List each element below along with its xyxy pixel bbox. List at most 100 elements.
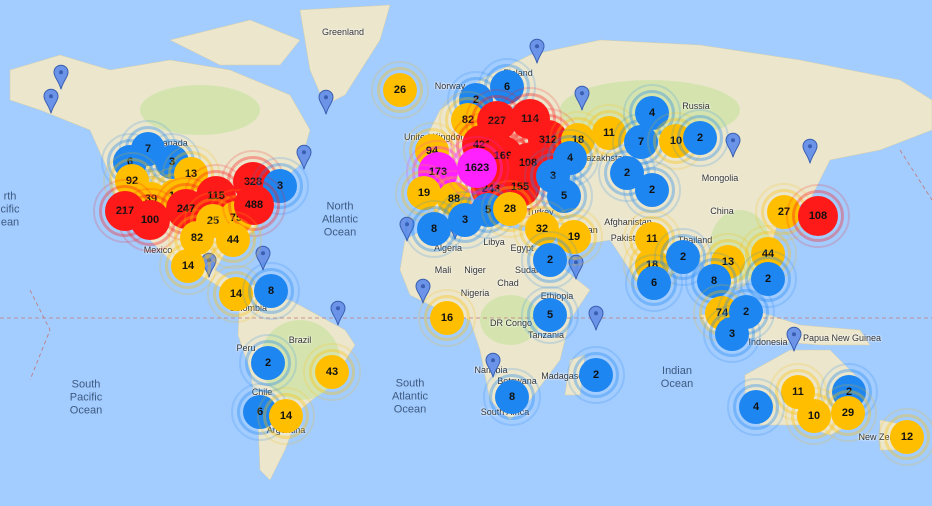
place-label: Brazil bbox=[288, 335, 312, 345]
cluster-count: 3 bbox=[549, 170, 557, 182]
cluster-count: 13 bbox=[184, 168, 198, 180]
cluster-marker[interactable]: 3 bbox=[436, 191, 494, 249]
cluster-marker[interactable]: 5 bbox=[535, 167, 593, 225]
map-pin-icon[interactable] bbox=[725, 132, 741, 158]
map-pin-icon[interactable] bbox=[255, 245, 271, 271]
place-label: China bbox=[710, 206, 734, 216]
cluster-marker[interactable]: 6 bbox=[478, 58, 536, 116]
cluster-count: 92 bbox=[125, 175, 139, 187]
cluster-count: 114 bbox=[521, 113, 539, 125]
cluster-marker[interactable]: 26 bbox=[371, 61, 429, 119]
cluster-marker[interactable]: 19 bbox=[395, 164, 453, 222]
cluster-marker[interactable]: 14 bbox=[207, 265, 265, 323]
cluster-marker[interactable]: 2 bbox=[739, 250, 797, 308]
cluster-marker[interactable]: 27 bbox=[755, 183, 813, 241]
map-pin-icon[interactable] bbox=[588, 305, 604, 331]
cluster-marker[interactable]: 7 bbox=[612, 113, 670, 171]
map-pin-icon[interactable] bbox=[786, 326, 802, 352]
map-pin-icon[interactable] bbox=[43, 88, 59, 114]
cluster-count: 247 bbox=[176, 203, 196, 215]
cluster-count: 2 bbox=[648, 184, 656, 196]
cluster-count: 312 bbox=[538, 134, 558, 146]
cluster-count: 29 bbox=[841, 407, 855, 419]
cluster-marker[interactable]: 8 bbox=[242, 262, 300, 320]
cluster-marker[interactable]: 44 bbox=[204, 211, 262, 269]
cluster-marker[interactable]: 11 bbox=[580, 104, 638, 162]
cluster-count: 82 bbox=[461, 114, 475, 126]
cluster-count: 3 bbox=[461, 214, 469, 226]
cluster-count: 11 bbox=[646, 233, 658, 245]
cluster-count: 13 bbox=[721, 256, 735, 268]
cluster-marker[interactable]: 488 bbox=[222, 173, 286, 237]
cluster-count: 88 bbox=[447, 193, 461, 205]
cluster-count: 19 bbox=[567, 231, 581, 243]
cluster-marker[interactable]: 2 bbox=[567, 346, 625, 404]
place-label: Canada bbox=[156, 138, 188, 148]
cluster-marker[interactable]: 14 bbox=[159, 237, 217, 295]
cluster-marker[interactable]: 5 bbox=[521, 286, 579, 344]
cluster-marker[interactable]: 2 bbox=[239, 334, 297, 392]
place-label: Chad bbox=[497, 278, 519, 288]
cluster-marker[interactable]: 29 bbox=[819, 384, 877, 442]
place-label: Egypt bbox=[510, 243, 534, 253]
cluster-count: 11 bbox=[792, 386, 804, 398]
cluster-marker[interactable]: 8 bbox=[483, 368, 541, 426]
place-label: Mexico bbox=[143, 245, 173, 255]
cluster-marker[interactable]: 100 bbox=[118, 188, 182, 252]
ocean-label: North Atlantic Ocean bbox=[321, 200, 359, 239]
map-pin-icon[interactable] bbox=[330, 300, 346, 326]
cluster-marker[interactable]: 108 bbox=[786, 184, 850, 248]
cluster-marker[interactable]: 8 bbox=[685, 252, 743, 310]
cluster-marker[interactable]: 16 bbox=[418, 289, 476, 347]
map-pin-icon[interactable] bbox=[529, 38, 545, 64]
cluster-marker[interactable]: 2 bbox=[623, 161, 681, 219]
cluster-marker[interactable]: 2 bbox=[521, 231, 579, 289]
cluster-count: 2 bbox=[623, 167, 631, 179]
map-pin-icon[interactable] bbox=[568, 254, 584, 280]
place-label: Iran bbox=[582, 225, 598, 235]
cluster-count: 3 bbox=[276, 180, 284, 192]
cluster-count: 6 bbox=[126, 156, 134, 168]
map-pin-icon[interactable] bbox=[318, 89, 334, 115]
cluster-count: 2 bbox=[696, 132, 704, 144]
map-pin-icon[interactable] bbox=[415, 278, 431, 304]
cluster-marker[interactable]: 4 bbox=[727, 378, 785, 436]
map-pin-icon[interactable] bbox=[53, 64, 69, 90]
cluster-marker[interactable]: 6 bbox=[625, 254, 683, 312]
cluster-count: 19 bbox=[417, 187, 431, 199]
cluster-count: 243 bbox=[481, 183, 501, 195]
cluster-marker[interactable]: 28 bbox=[481, 180, 539, 238]
cluster-marker[interactable]: 3 bbox=[703, 305, 761, 363]
place-label: DR Congo bbox=[489, 318, 533, 328]
cluster-marker[interactable]: 1623 bbox=[445, 136, 509, 200]
cluster-count: 27 bbox=[777, 206, 791, 218]
cluster-count: 8 bbox=[267, 285, 275, 297]
cluster-marker[interactable]: 43 bbox=[303, 343, 361, 401]
place-label: Norway bbox=[434, 81, 466, 91]
cluster-count: 3 bbox=[728, 328, 736, 340]
place-label: Nigeria bbox=[460, 288, 490, 298]
cluster-count: 28 bbox=[503, 203, 517, 215]
map-pin-icon[interactable] bbox=[574, 85, 590, 111]
cluster-marker[interactable]: 12 bbox=[878, 408, 932, 466]
cluster-marker[interactable]: 8 bbox=[405, 200, 463, 258]
place-label: Madagascar bbox=[541, 371, 591, 381]
cluster-count: 2 bbox=[472, 94, 480, 106]
cluster-marker[interactable]: 2 bbox=[671, 109, 729, 167]
cluster-marker[interactable]: 10 bbox=[785, 387, 843, 445]
cluster-count: 10 bbox=[669, 135, 683, 147]
place-label: Peru bbox=[236, 343, 256, 353]
cluster-count: 16 bbox=[440, 312, 454, 324]
cluster-count: 5 bbox=[546, 309, 554, 321]
map-pin-icon[interactable] bbox=[399, 216, 415, 242]
cluster-count: 155 bbox=[510, 181, 530, 193]
cluster-marker[interactable]: 32 bbox=[513, 200, 571, 258]
map-pin-icon[interactable] bbox=[485, 352, 501, 378]
map-pin-icon[interactable] bbox=[296, 144, 312, 170]
map-pin-icon[interactable] bbox=[802, 138, 818, 164]
cluster-marker[interactable]: 14 bbox=[257, 387, 315, 445]
cluster-marker[interactable]: 2 bbox=[654, 228, 712, 286]
cluster-count: 10 bbox=[807, 410, 821, 422]
